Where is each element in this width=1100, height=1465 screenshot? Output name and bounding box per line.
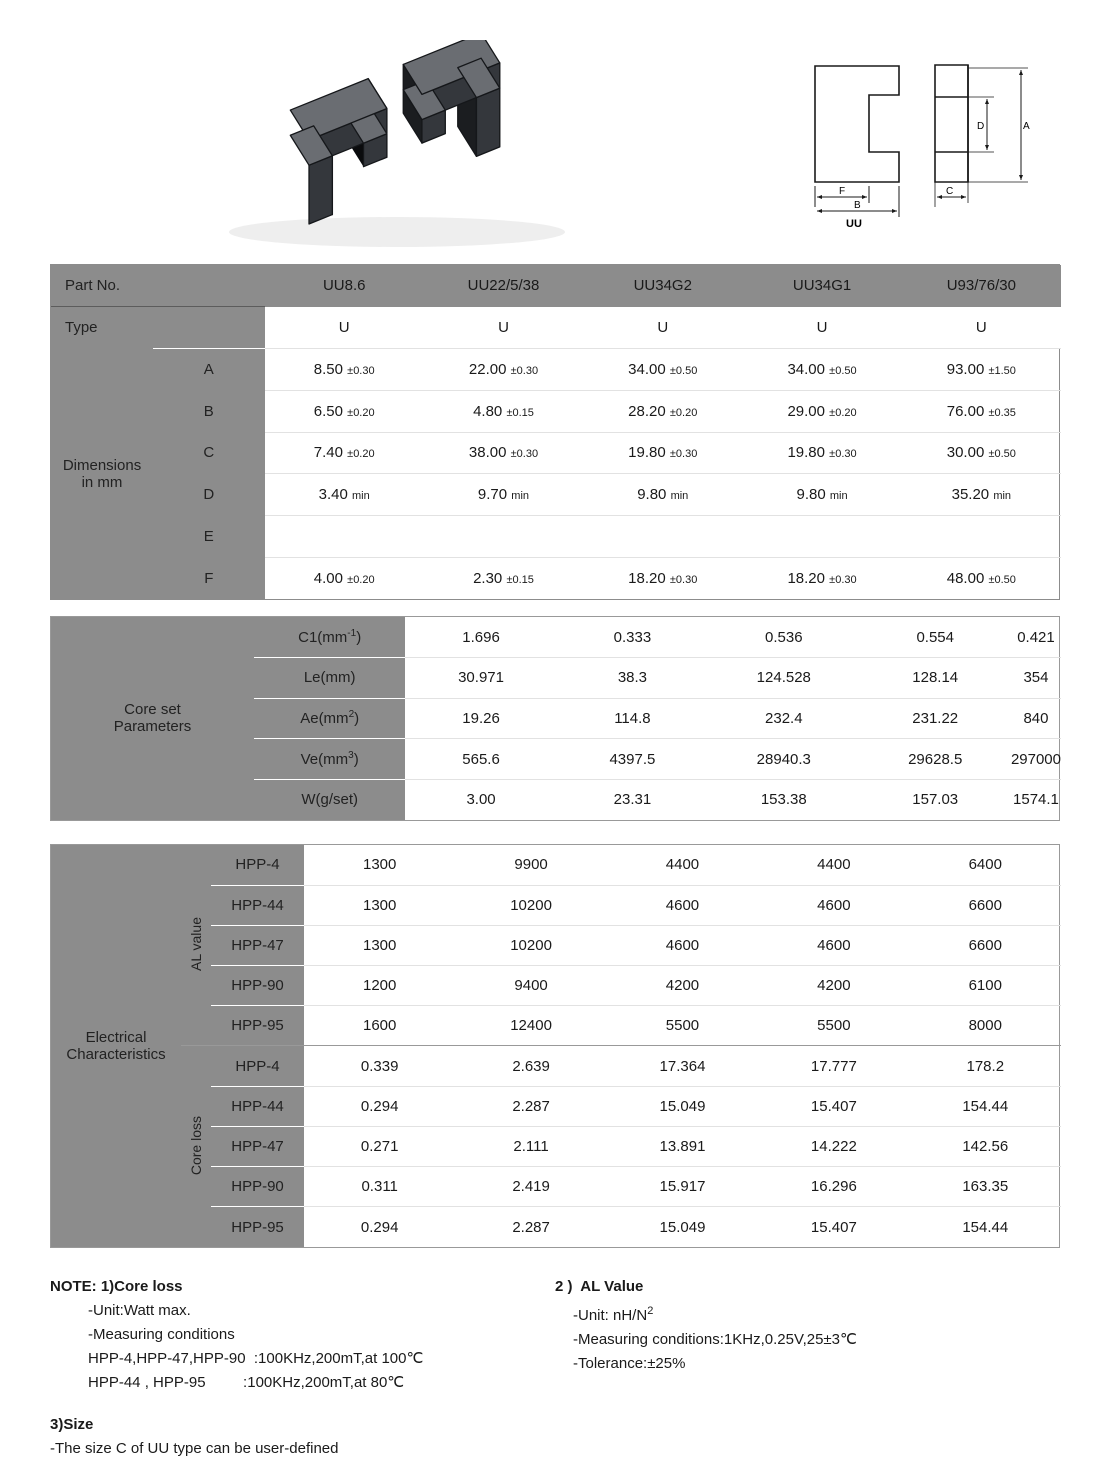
svg-text:F: F [839,186,845,197]
svg-text:A: A [1023,121,1030,132]
svg-text:UU: UU [846,218,862,230]
svg-text:C: C [946,186,953,197]
svg-text:B: B [854,200,861,211]
svg-text:D: D [977,121,984,132]
